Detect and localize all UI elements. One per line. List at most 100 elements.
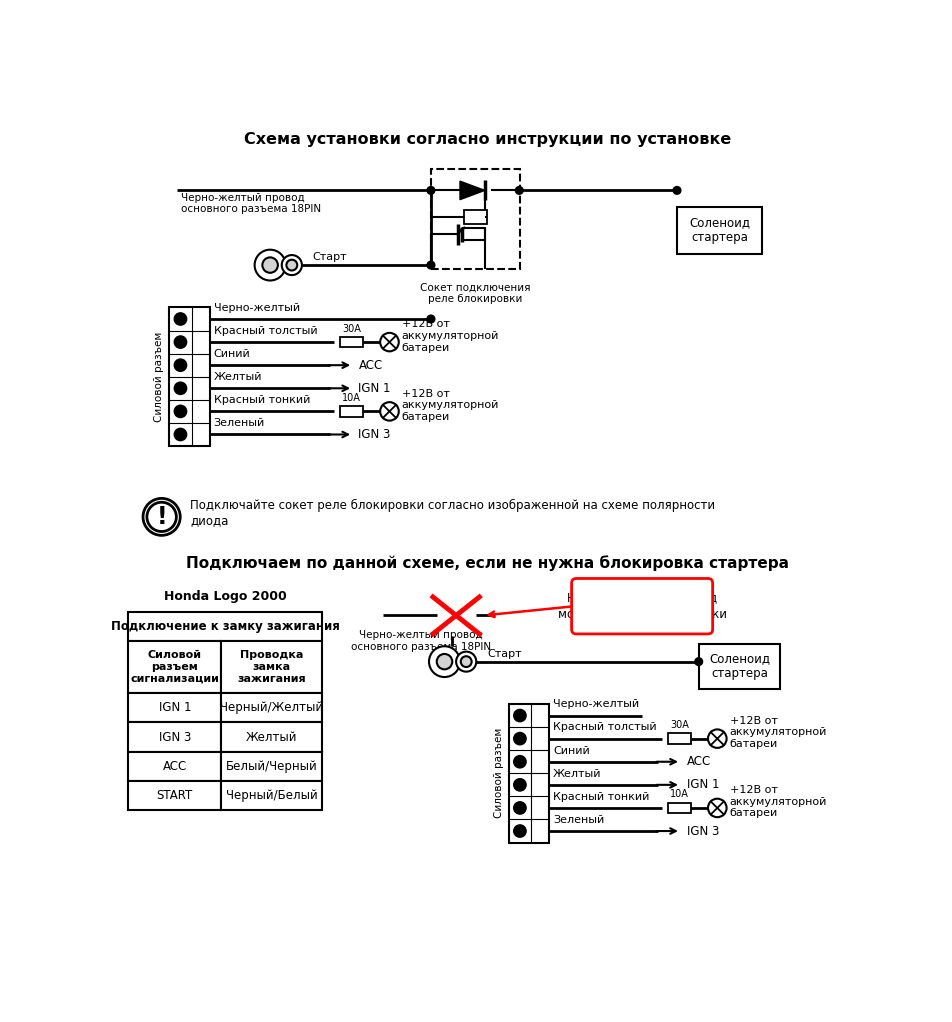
Text: Силовой разъем: Силовой разъем (154, 331, 165, 422)
Circle shape (429, 646, 460, 677)
Text: Силовой разъем: Силовой разъем (494, 728, 504, 819)
Circle shape (673, 187, 681, 194)
Text: Подключаем по данной схеме, если не нужна блокировка стартера: Подключаем по данной схеме, если не нужн… (187, 555, 789, 571)
Text: Сокет подключения
реле блокировки: Сокет подключения реле блокировки (420, 283, 531, 305)
Circle shape (427, 187, 435, 194)
Bar (221, 752, 322, 781)
Circle shape (514, 779, 526, 791)
Text: 30A: 30A (342, 324, 361, 333)
Circle shape (174, 382, 187, 394)
Circle shape (456, 652, 476, 671)
Circle shape (461, 656, 471, 667)
Circle shape (174, 428, 187, 440)
Text: +12В от
аккумуляторной
батареи: +12В от аккумуляторной батареи (729, 785, 827, 819)
Text: START: START (157, 789, 193, 802)
Bar (699, 644, 780, 689)
Text: Черно-желтый провод
основного разъема 18PIN: Черно-желтый провод основного разъема 18… (351, 630, 491, 652)
Circle shape (514, 733, 526, 745)
Circle shape (143, 499, 180, 536)
Text: !: ! (156, 505, 167, 528)
Bar (129, 723, 221, 752)
Text: Желтый: Желтый (553, 769, 602, 779)
Circle shape (427, 315, 435, 323)
Text: Желтый: Желтый (213, 372, 262, 382)
Text: Старт: Старт (313, 252, 347, 263)
Bar (667, 802, 691, 814)
Bar (169, 308, 209, 446)
Text: Красный тонкий: Красный тонкий (553, 792, 649, 802)
Text: Черный/Белый: Черный/Белый (226, 789, 318, 802)
Circle shape (174, 336, 187, 349)
Text: Красный толстый: Красный толстый (213, 326, 317, 336)
Text: IGN 3: IGN 3 (687, 825, 720, 838)
Circle shape (708, 730, 726, 748)
Text: ACC: ACC (687, 755, 711, 769)
Bar (667, 733, 691, 744)
Text: IGN 1: IGN 1 (159, 701, 191, 714)
Circle shape (287, 260, 297, 271)
Circle shape (515, 187, 524, 194)
Bar (221, 693, 322, 723)
Circle shape (437, 654, 452, 669)
FancyBboxPatch shape (571, 578, 713, 634)
Bar (431, 169, 520, 269)
Text: Черно-желтый провод
основного разъема 18PIN: Черно-желтый провод основного разъема 18… (181, 193, 321, 215)
Bar (221, 641, 322, 693)
Bar (129, 611, 322, 641)
Circle shape (174, 359, 187, 371)
Text: Синий: Синий (553, 746, 589, 755)
Bar (508, 704, 549, 842)
Text: Синий: Синий (213, 350, 250, 359)
Text: +12В от
аккумуляторной
батареи: +12В от аккумуляторной батареи (402, 319, 499, 353)
Bar (340, 406, 363, 417)
Text: IGN 3: IGN 3 (159, 731, 191, 744)
Text: Honda Logo 2000: Honda Logo 2000 (164, 590, 287, 603)
Text: 30A: 30A (670, 721, 688, 730)
Text: +12В от
аккумуляторной
батареи: +12В от аккумуляторной батареи (729, 715, 827, 749)
Text: Желтый: Желтый (246, 731, 297, 744)
Text: Старт: Старт (487, 649, 522, 659)
Bar (464, 211, 487, 224)
Text: Подключайте сокет реле блокировки согласно изображенной на схеме полярности
диод: Подключайте сокет реле блокировки соглас… (190, 499, 715, 527)
Circle shape (427, 262, 435, 269)
Bar (129, 641, 221, 693)
Bar (129, 752, 221, 781)
Bar (340, 336, 363, 347)
Circle shape (174, 313, 187, 325)
Text: Белый/Черный: Белый/Черный (226, 760, 318, 773)
Circle shape (282, 256, 302, 275)
Bar (129, 693, 221, 723)
Circle shape (514, 825, 526, 837)
Text: Зеленый: Зеленый (553, 815, 605, 825)
Text: Соленоид
стартера: Соленоид стартера (709, 652, 770, 681)
Text: Зеленый: Зеленый (213, 418, 265, 428)
Circle shape (708, 799, 726, 818)
Text: IGN 1: IGN 1 (687, 779, 720, 791)
Text: 10A: 10A (670, 789, 688, 799)
Text: Черный/Желтый: Черный/Желтый (220, 701, 324, 714)
Text: ACC: ACC (163, 760, 187, 773)
Circle shape (514, 802, 526, 815)
Bar (221, 723, 322, 752)
Text: Схема установки согласно инструкции по установке: Схема установки согласно инструкции по у… (245, 132, 731, 147)
Text: Черно-желтый: Черно-желтый (553, 699, 639, 709)
Text: 10A: 10A (342, 392, 361, 403)
Text: Красный толстый: Красный толстый (553, 723, 657, 733)
Text: +12В от
аккумуляторной
батареи: +12В от аккумуляторной батареи (402, 388, 499, 422)
Text: Подключение к замку зажигания: Подключение к замку зажигания (110, 619, 340, 633)
Polygon shape (460, 181, 485, 199)
Text: ACC: ACC (359, 359, 383, 372)
Bar (129, 781, 221, 810)
Circle shape (147, 502, 176, 531)
Text: Красный тонкий: Красный тонкий (213, 396, 310, 406)
Circle shape (263, 258, 278, 273)
Text: Силовой
разъем
сигнализации: Силовой разъем сигнализации (130, 650, 219, 684)
Circle shape (174, 406, 187, 418)
Text: Не подключаем, провод
можно извлечь из колодки: Не подключаем, провод можно извлечь из к… (558, 592, 726, 620)
Text: IGN 1: IGN 1 (359, 382, 391, 394)
Text: Проводка
замка
зажигания: Проводка замка зажигания (237, 650, 306, 684)
Text: IGN 3: IGN 3 (359, 428, 391, 440)
Circle shape (514, 755, 526, 768)
Bar (677, 207, 763, 253)
Text: Соленоид
стартера: Соленоид стартера (689, 217, 750, 244)
